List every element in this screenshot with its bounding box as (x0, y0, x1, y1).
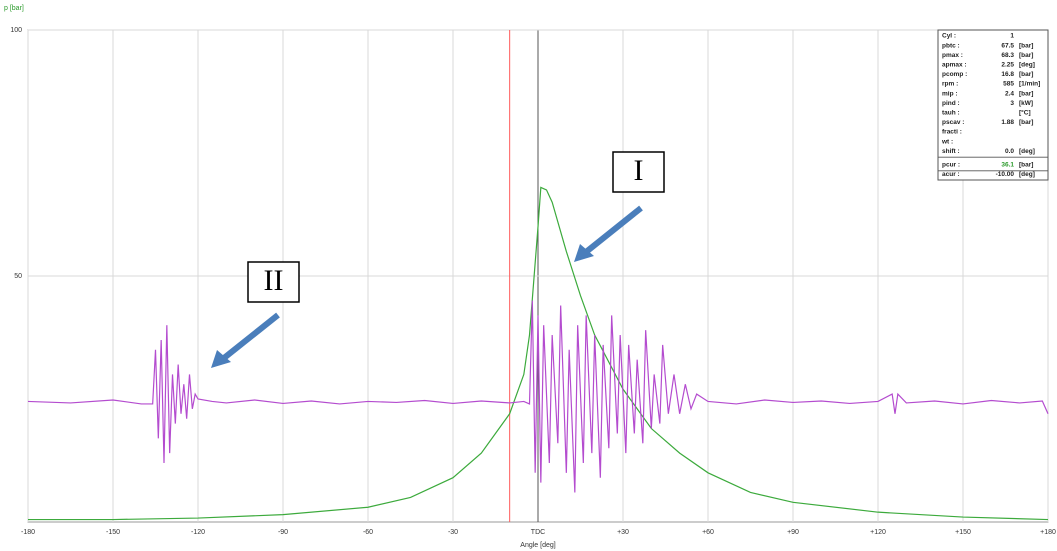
x-tick-label: TDC (531, 529, 545, 536)
info-label: mip : (942, 90, 958, 97)
arrow-head (574, 244, 594, 262)
x-tick-label: -90 (278, 529, 288, 536)
info-label: pcomp : (942, 71, 967, 78)
info-value: 2.25 (1001, 62, 1014, 69)
series-line (27, 300, 1049, 493)
info-value: 67.5 (1001, 42, 1014, 49)
info-label: Cyl : (942, 33, 956, 40)
info-unit: [bar] (1019, 162, 1033, 169)
x-tick-label: +60 (702, 529, 714, 536)
x-tick-label: -30 (448, 529, 458, 536)
x-tick-label: +30 (617, 529, 629, 536)
info-value: 2.4 (1005, 90, 1014, 97)
info-value: 1.88 (1001, 119, 1014, 126)
info-label: apmax : (942, 62, 967, 69)
x-tick-label: -60 (363, 529, 373, 536)
info-unit: [bar] (1019, 42, 1033, 49)
info-unit: [°C] (1019, 109, 1031, 117)
arrow-shaft (222, 312, 280, 361)
info-label: rpm : (942, 81, 958, 88)
x-tick-label: +150 (955, 529, 971, 536)
info-value: 1 (1010, 33, 1014, 40)
info-label: pind : (942, 100, 960, 107)
info-label: pbtc : (942, 42, 960, 49)
info-value: 36.1 (1001, 162, 1014, 169)
info-label: shift : (942, 148, 960, 155)
x-tick-label: -120 (191, 529, 205, 536)
info-label: acur : (942, 171, 960, 178)
y-tick-label: 100 (10, 27, 22, 34)
x-axis-title: Angle [deg] (520, 542, 555, 549)
info-label: pcur : (942, 162, 960, 169)
series-line (28, 186, 1049, 521)
info-value: 3 (1010, 100, 1014, 107)
annotation-box (247, 261, 300, 303)
info-value: 0.0 (1005, 148, 1014, 155)
info-border (937, 29, 1049, 181)
annotation-2: II (211, 261, 300, 368)
info-label: wt : (941, 138, 953, 145)
annotation-label: II (264, 264, 284, 297)
info-label: fracti : (942, 129, 962, 136)
x-tick-label: +90 (787, 529, 799, 536)
info-value: 585 (1003, 81, 1014, 88)
info-value: 16.8 (1001, 71, 1014, 78)
y-tick-label: 50 (14, 273, 22, 280)
info-unit: [bar] (1019, 119, 1033, 126)
info-unit: [1/min] (1019, 81, 1040, 88)
info-unit: [bar] (1019, 71, 1033, 78)
annotation-box (612, 151, 665, 193)
arrow-shaft (584, 205, 643, 255)
info-value: 68.3 (1001, 52, 1014, 59)
info-unit: [deg] (1019, 171, 1035, 178)
y-axis-title: p [bar] (4, 5, 24, 12)
info-unit: [deg] (1019, 148, 1035, 155)
x-tick-label: +180 (1040, 529, 1056, 536)
arrow-head (211, 350, 231, 368)
info-unit: [deg] (1019, 62, 1035, 69)
info-label: pscav : (942, 119, 964, 126)
info-label: tauh : (942, 110, 960, 117)
info-unit: [kW] (1019, 100, 1033, 107)
x-tick-label: +120 (870, 529, 886, 536)
info-box: Cyl : 1 pbtc : 67.5 [bar] pmax : 68.3 [bar] apma… (937, 29, 1049, 181)
info-value: -10.00 (996, 171, 1015, 178)
info-unit: [bar] (1019, 52, 1033, 59)
info-label: pmax : (942, 52, 963, 59)
x-tick-label: -180 (21, 529, 35, 536)
annotation-1: I (574, 151, 665, 262)
x-tick-label: -150 (106, 529, 120, 536)
annotation-label: I (634, 154, 644, 187)
info-unit: [bar] (1019, 90, 1033, 97)
